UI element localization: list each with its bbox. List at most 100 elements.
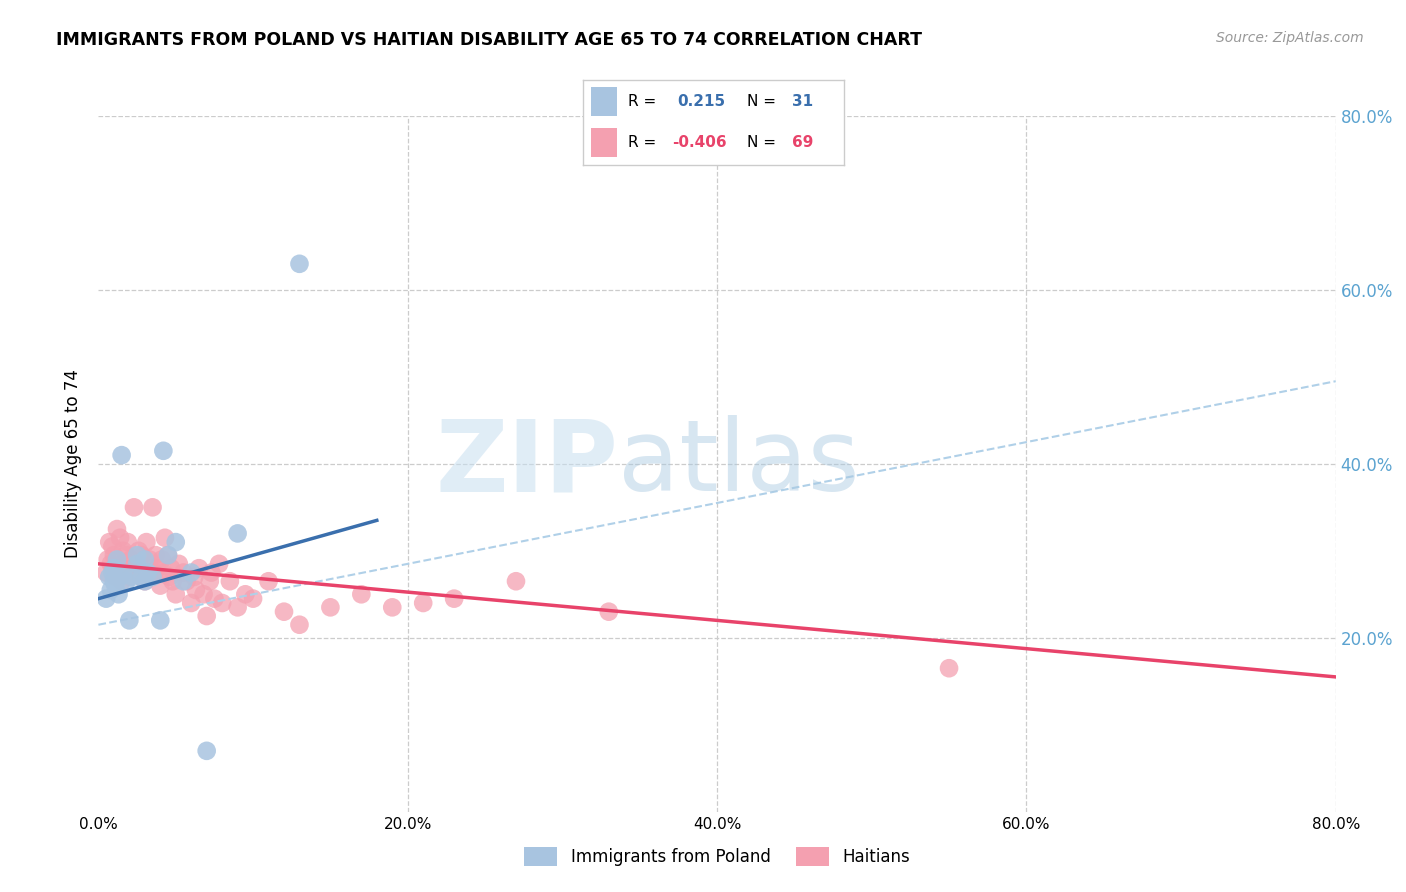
Text: 0.215: 0.215 — [678, 94, 725, 109]
Point — [118, 614, 141, 628]
Point — [105, 522, 128, 536]
Point — [107, 587, 129, 601]
Point — [127, 566, 149, 580]
Point — [157, 548, 180, 562]
Text: 69: 69 — [792, 135, 813, 150]
Text: ZIP: ZIP — [436, 416, 619, 512]
Point — [142, 570, 165, 584]
Point — [122, 500, 145, 515]
Point — [129, 557, 152, 571]
Point — [350, 587, 373, 601]
Point — [180, 596, 202, 610]
Point — [208, 557, 231, 571]
Point — [120, 552, 142, 566]
Point — [105, 552, 128, 566]
Text: R =: R = — [627, 135, 657, 150]
Text: 31: 31 — [792, 94, 813, 109]
Point — [162, 574, 184, 589]
Point — [167, 557, 190, 571]
Point — [235, 587, 257, 601]
Point — [127, 557, 149, 571]
Point — [160, 561, 183, 575]
Text: Source: ZipAtlas.com: Source: ZipAtlas.com — [1216, 31, 1364, 45]
Point — [159, 570, 181, 584]
Point — [117, 535, 139, 549]
Point — [195, 744, 218, 758]
Point — [319, 600, 342, 615]
Point — [153, 531, 176, 545]
Point — [412, 596, 434, 610]
Point — [273, 605, 295, 619]
Point — [598, 605, 620, 619]
Point — [104, 570, 127, 584]
Point — [107, 561, 129, 575]
Text: atlas: atlas — [619, 416, 859, 512]
Point — [112, 566, 135, 580]
Point — [136, 566, 159, 580]
Text: N =: N = — [748, 94, 776, 109]
Point — [103, 548, 125, 562]
Point — [108, 531, 131, 545]
Point — [173, 566, 195, 580]
Point — [176, 574, 198, 589]
Point — [200, 566, 222, 580]
Point — [143, 566, 166, 580]
Point — [152, 566, 174, 580]
Point — [204, 591, 226, 606]
Point — [121, 570, 143, 584]
Point — [134, 574, 156, 589]
Point — [97, 552, 120, 566]
Point — [149, 578, 172, 592]
Point — [98, 535, 121, 549]
Point — [149, 614, 172, 628]
Legend: Immigrants from Poland, Haitians: Immigrants from Poland, Haitians — [517, 840, 917, 873]
Point — [173, 574, 195, 589]
Point — [104, 578, 127, 592]
Point — [98, 570, 121, 584]
Point — [288, 617, 311, 632]
Point — [131, 570, 153, 584]
Point — [381, 600, 404, 615]
Point — [193, 587, 215, 601]
Point — [114, 561, 136, 575]
Y-axis label: Disability Age 65 to 74: Disability Age 65 to 74 — [65, 369, 83, 558]
Point — [242, 591, 264, 606]
Point — [101, 566, 124, 580]
Point — [145, 548, 167, 562]
Point — [505, 574, 527, 589]
Point — [938, 661, 960, 675]
Point — [100, 557, 122, 571]
Point — [118, 570, 141, 584]
Point — [443, 591, 465, 606]
Point — [103, 561, 125, 575]
Point — [111, 448, 134, 462]
Point — [288, 257, 311, 271]
Text: IMMIGRANTS FROM POLAND VS HAITIAN DISABILITY AGE 65 TO 74 CORRELATION CHART: IMMIGRANTS FROM POLAND VS HAITIAN DISABI… — [56, 31, 922, 49]
Point — [101, 540, 124, 554]
Point — [165, 535, 187, 549]
Point — [115, 548, 138, 562]
Bar — [592, 87, 617, 116]
Point — [195, 609, 218, 624]
Point — [127, 548, 149, 562]
Point — [226, 526, 249, 541]
Point — [219, 574, 242, 589]
Point — [257, 574, 280, 589]
Text: N =: N = — [748, 135, 776, 150]
Point — [146, 561, 169, 575]
Point — [165, 587, 187, 601]
Point — [103, 574, 125, 589]
Text: -0.406: -0.406 — [672, 135, 727, 150]
Point — [96, 566, 118, 580]
Point — [112, 543, 135, 558]
Point — [111, 574, 134, 589]
Point — [115, 574, 138, 589]
Point — [211, 596, 233, 610]
Point — [142, 500, 165, 515]
Point — [121, 561, 143, 575]
Point — [138, 552, 160, 566]
Point — [183, 570, 205, 584]
Text: R =: R = — [627, 94, 657, 109]
Point — [198, 574, 221, 589]
Point — [96, 591, 118, 606]
